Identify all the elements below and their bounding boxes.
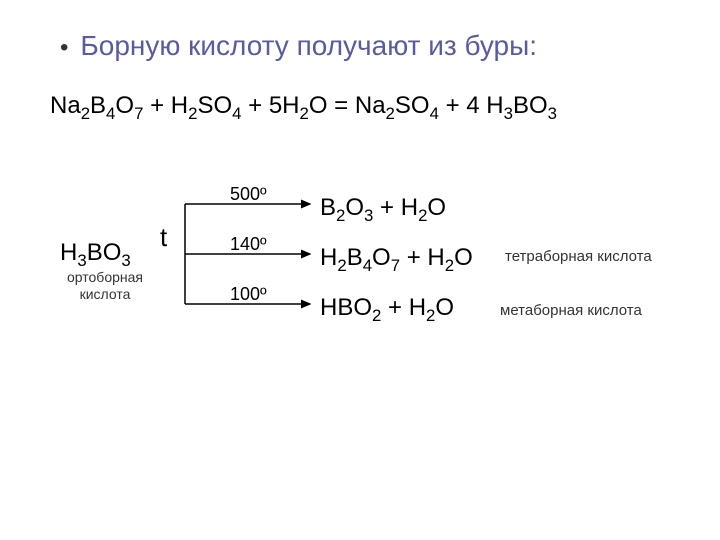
temp-3: 100º [230, 284, 267, 305]
main-equation: Na2B4O7 + H2SO4 + 5H2O = Na2SO4 + 4 H3BO… [50, 92, 680, 124]
reactant-formula: H3BO3 [60, 239, 131, 271]
product-3: HBO2 + H2O [320, 294, 454, 326]
decomposition-diagram: H3BO3 ортоборная кислота t 500º 140º 100… [40, 184, 680, 364]
product-label-2: тетраборная кислота [505, 248, 652, 265]
temp-1: 500º [230, 184, 267, 205]
product-label-3: метаборная кислота [500, 302, 642, 319]
reactant-label: ортоборная кислота [60, 269, 150, 303]
product-1: B2O3 + H2O [320, 194, 446, 226]
product-2: H2B4O7 + H2O [320, 244, 473, 276]
bullet-icon: • [60, 34, 68, 62]
page-title: Борную кислоту получают из буры: [80, 30, 537, 62]
temp-2: 140º [230, 234, 267, 255]
title-line: • Борную кислоту получают из буры: [60, 30, 680, 62]
condition-t: t [160, 222, 167, 253]
